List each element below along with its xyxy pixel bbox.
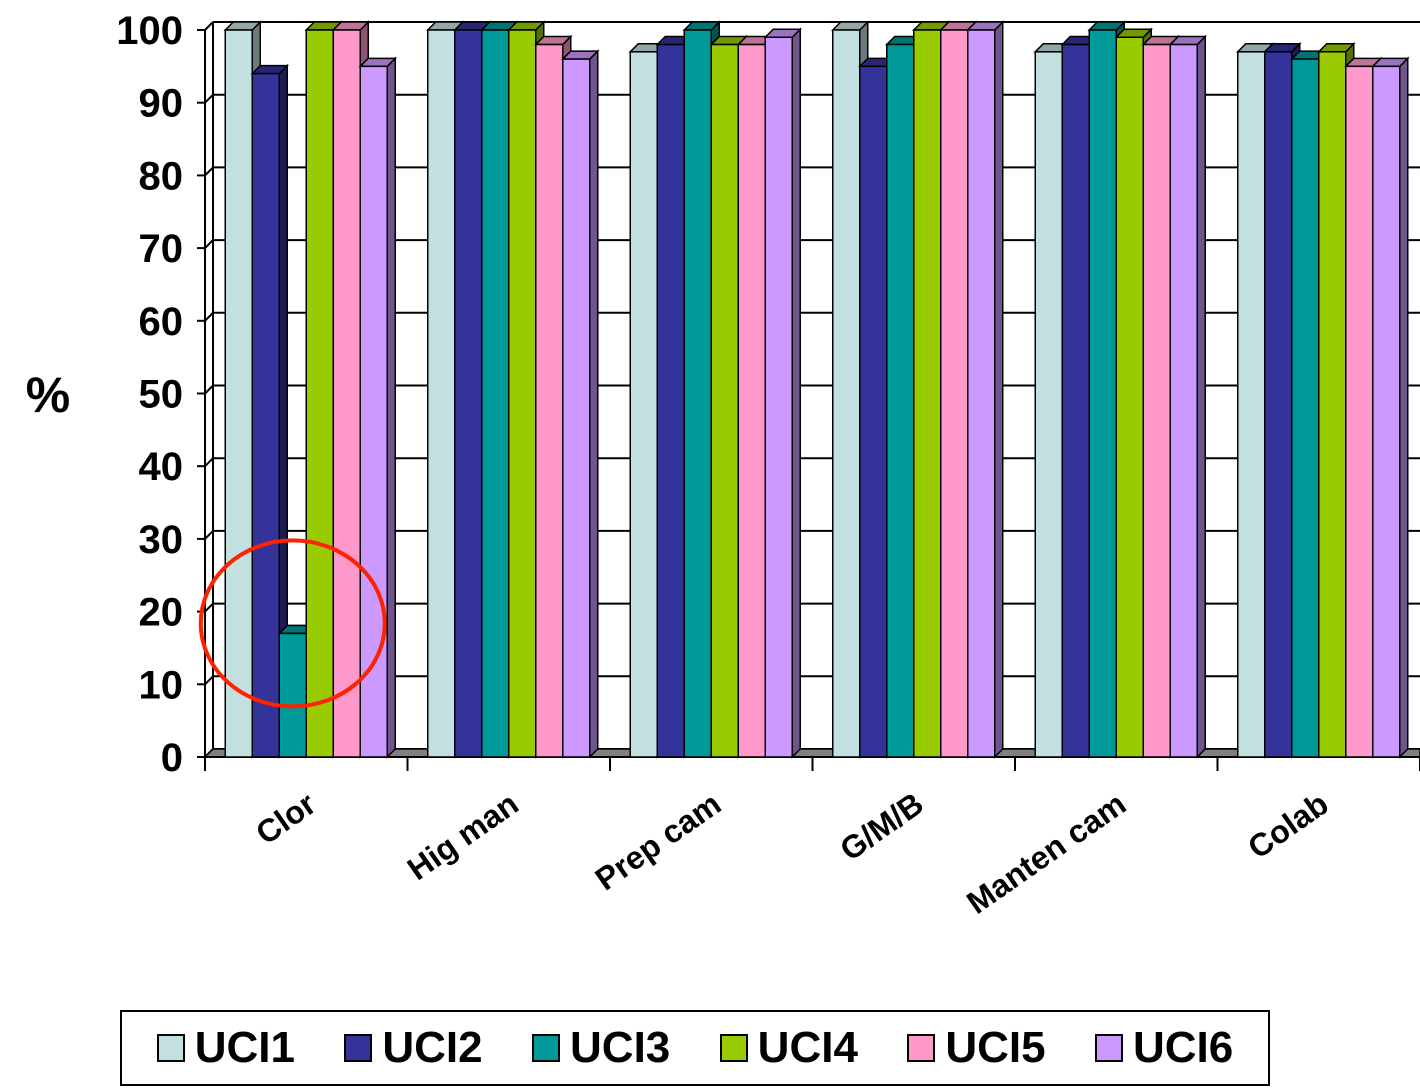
legend-label: UCI1 [194, 1023, 295, 1072]
bar [560, 49, 600, 759]
bar-front [251, 72, 280, 758]
x-tick-label: Clor [249, 785, 322, 851]
y-tick-label: 90 [139, 82, 184, 126]
gridline-depth [204, 312, 214, 322]
gridline-depth [204, 602, 214, 613]
bar-front [481, 29, 510, 758]
bar-front [1264, 51, 1293, 758]
legend-label: UCI3 [570, 1023, 671, 1072]
bar [763, 27, 803, 759]
y-axis-label: % [26, 367, 70, 423]
bar-front [278, 632, 307, 758]
gridline-depth [204, 530, 214, 540]
bar-chart: 0 10 20 30 40 50 60 70 80 90 100 Clor Hig man Prep ca… [26, 9, 1420, 921]
bar-front [710, 43, 739, 758]
bar-front [1169, 43, 1198, 758]
legend-label: UCI6 [1132, 1023, 1234, 1072]
legend-item: UCI1 [156, 1023, 295, 1073]
bar-front [1291, 58, 1320, 758]
highlight-ellipse [198, 538, 387, 709]
legend-label: UCI4 [757, 1023, 858, 1072]
bar-front [1345, 65, 1374, 758]
y-tick-label: 50 [139, 373, 184, 417]
bar-front [454, 29, 483, 758]
bar-front [859, 65, 888, 758]
legend-swatch [719, 1034, 748, 1062]
bar-side [1196, 34, 1206, 759]
x-tick-label: Manten cam [960, 785, 1132, 921]
bar-side [1399, 56, 1409, 759]
y-tick-label: 70 [139, 227, 184, 271]
bar [250, 63, 290, 759]
bar-front [1061, 43, 1090, 758]
bar-front [508, 29, 537, 758]
bar-front [427, 29, 456, 758]
x-tick-label: G/M/B [833, 785, 929, 868]
bar-front [940, 29, 969, 758]
bar-side [589, 49, 599, 759]
y-tick-label: 30 [139, 518, 184, 562]
legend-label: UCI5 [945, 1023, 1046, 1072]
bar-front [332, 29, 361, 758]
bar-front [1372, 65, 1401, 758]
legend-item: UCI5 [907, 1023, 1046, 1073]
bar-front [832, 29, 861, 758]
plot-area: 0 10 20 30 40 50 60 70 80 90 100 Clor Hig man Prep ca… [116, 9, 1420, 921]
y-tick-label: 80 [139, 154, 184, 198]
y-tick-label: 10 [139, 663, 184, 707]
gridline-depth [204, 675, 214, 686]
bar-front [1088, 29, 1117, 758]
y-tick-label: 0 [161, 736, 183, 780]
x-tick-label: Prep cam [589, 785, 728, 897]
legend-item: UCI4 [719, 1023, 858, 1073]
gridline-depth [204, 93, 214, 104]
legend-swatch [907, 1034, 936, 1062]
y-tick-label: 60 [139, 300, 184, 344]
legend-label: UCI2 [382, 1023, 483, 1072]
legend-item: UCI6 [1094, 1023, 1234, 1073]
bar-front [737, 43, 766, 758]
bar-front [359, 65, 388, 758]
legend: UCI1 UCI2 UCI3 UCI4 UCI5 UCI6 [120, 1010, 1270, 1086]
bar-front [683, 29, 712, 758]
legend-swatch [532, 1034, 561, 1062]
bar-front [562, 58, 591, 758]
legend-item: UCI2 [344, 1023, 483, 1073]
bar-front [1318, 51, 1347, 758]
bar-front [535, 43, 564, 758]
bar-front [629, 51, 658, 758]
bar [1370, 56, 1410, 759]
legend-swatch [1094, 1034, 1123, 1062]
bar-side [791, 27, 801, 759]
x-tick-label: Hig man [401, 785, 525, 887]
bar-front [967, 29, 996, 758]
bar-front [224, 29, 253, 758]
bar-side [386, 56, 396, 759]
bar-front [656, 43, 685, 758]
bar-front [886, 43, 915, 758]
bar-front [1237, 51, 1266, 758]
bar-front [913, 29, 942, 758]
y-tick-label: 40 [139, 445, 184, 489]
bar-front [1142, 43, 1171, 758]
gridline-depth [204, 239, 214, 249]
bar-side [994, 20, 1004, 759]
y-tick-label: 100 [116, 9, 183, 53]
bar [1168, 34, 1208, 759]
gridline-depth [204, 457, 214, 467]
bar [965, 20, 1005, 759]
x-tick-label: Colab [1241, 785, 1334, 865]
bar-front [1115, 36, 1144, 758]
legend-item: UCI3 [532, 1023, 670, 1073]
bar-front [764, 36, 793, 758]
legend-swatch [156, 1034, 185, 1062]
bar-front [1034, 51, 1063, 758]
legend-swatch [344, 1034, 373, 1062]
gridline-depth [204, 21, 214, 31]
gridline-depth [204, 166, 214, 177]
bar-front [305, 29, 334, 758]
gridline-depth [204, 384, 214, 395]
y-tick-label: 20 [139, 591, 184, 635]
